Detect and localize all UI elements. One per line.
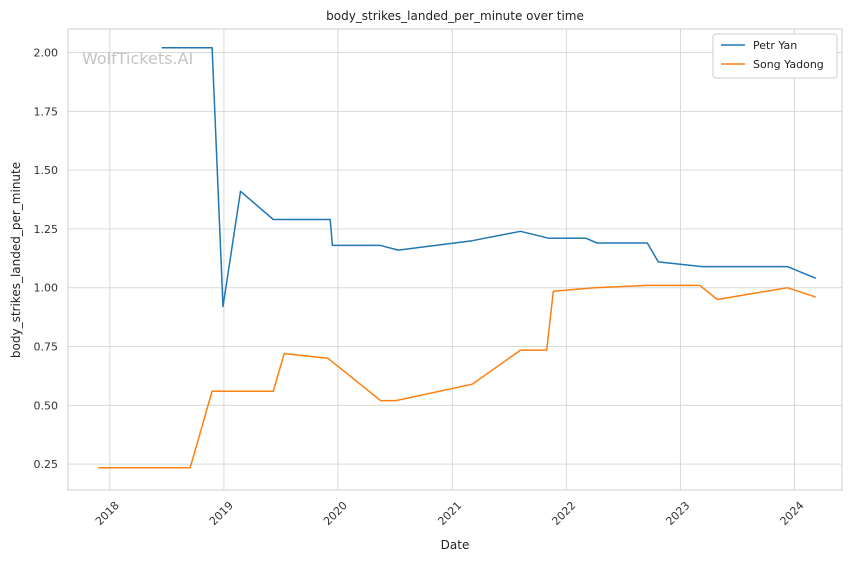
- y-tick-label: 0.50: [34, 399, 59, 412]
- y-tick-label: 0.25: [34, 458, 59, 471]
- y-tick-label: 1.25: [34, 223, 59, 236]
- series-line-song-yadong: [98, 284, 817, 469]
- y-tick-label: 1.50: [34, 164, 59, 177]
- y-tick-labels: 0.25 0.50 0.75 1.00 1.25 1.50 1.75 2.00: [34, 47, 59, 472]
- series-line-petr-yan: [161, 47, 817, 308]
- legend-label-song-yadong: Song Yadong: [753, 58, 824, 71]
- y-tick-label: 2.00: [34, 47, 59, 60]
- plot-area-frame: [67, 28, 843, 491]
- y-tick-label: 0.75: [34, 341, 59, 354]
- y-tick-label: 1.00: [34, 282, 59, 295]
- legend: Petr Yan Song Yadong: [712, 33, 838, 79]
- y-axis-label: body_strikes_landed_per_minute: [9, 162, 23, 358]
- series-lines: [98, 47, 817, 469]
- grid-lines: [68, 29, 842, 490]
- y-tick-label: 1.75: [34, 105, 59, 118]
- watermark-text: WolfTickets.AI: [82, 49, 193, 68]
- legend-label-petr-yan: Petr Yan: [753, 39, 797, 52]
- chart-title: body_strikes_landed_per_minute over time: [326, 9, 584, 23]
- x-axis-label: Date: [441, 538, 470, 552]
